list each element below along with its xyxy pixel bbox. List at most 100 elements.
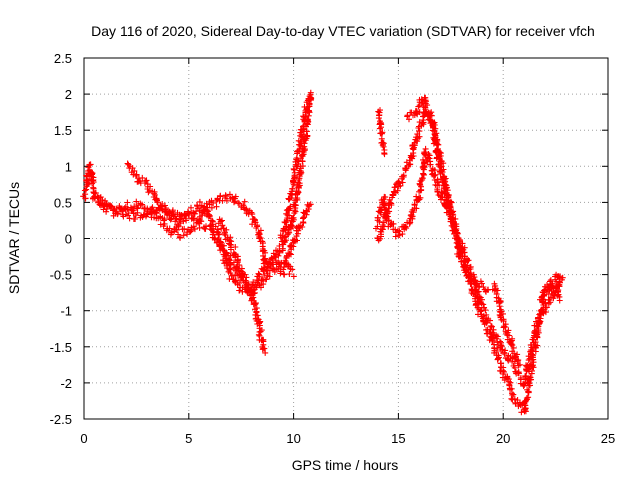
data-point <box>249 211 256 218</box>
data-point <box>511 395 518 402</box>
data-point <box>468 278 474 285</box>
data-point <box>153 196 160 203</box>
data-point <box>539 293 546 300</box>
data-point <box>520 381 526 388</box>
data-point <box>131 167 138 174</box>
data-point <box>108 203 115 210</box>
data-point <box>282 226 289 233</box>
data-point <box>529 347 536 354</box>
data-points <box>80 89 566 416</box>
data-point <box>419 120 426 127</box>
data-point <box>161 220 168 227</box>
data-point <box>289 185 296 192</box>
data-point <box>130 207 137 213</box>
data-point <box>404 112 411 119</box>
data-point <box>445 200 452 207</box>
data-point <box>280 271 287 278</box>
data-point <box>248 291 255 298</box>
data-point <box>509 390 515 397</box>
data-point <box>493 335 500 342</box>
data-point <box>232 277 239 284</box>
data-point <box>207 226 214 233</box>
data-point <box>228 242 235 248</box>
y-tick-label: 1.5 <box>54 123 72 138</box>
data-point <box>406 116 412 123</box>
data-point <box>291 210 298 217</box>
x-tick-label: 25 <box>601 431 615 446</box>
data-point <box>468 290 475 296</box>
data-point <box>521 382 528 388</box>
data-point <box>185 211 192 218</box>
data-point <box>440 179 447 186</box>
data-point <box>381 223 388 230</box>
data-point <box>439 169 446 176</box>
data-point <box>399 231 406 238</box>
data-point <box>496 303 503 310</box>
data-point <box>262 249 269 256</box>
data-point <box>496 311 503 318</box>
data-point <box>394 187 401 194</box>
data-point <box>448 222 455 229</box>
data-point <box>381 151 388 158</box>
data-point <box>515 369 522 375</box>
data-point <box>493 291 500 298</box>
data-point <box>191 226 198 233</box>
y-tick-label: -2.5 <box>50 412 72 427</box>
data-point <box>300 214 307 221</box>
data-point <box>443 196 450 203</box>
data-point <box>304 208 310 215</box>
data-point <box>525 394 532 401</box>
data-point <box>456 247 463 254</box>
data-point <box>266 259 272 266</box>
data-point <box>431 172 438 179</box>
data-point <box>377 209 384 216</box>
data-point <box>289 215 296 222</box>
data-point <box>299 224 306 230</box>
data-point <box>222 192 229 199</box>
data-point <box>511 350 518 357</box>
data-point <box>391 184 398 191</box>
data-point <box>500 318 507 325</box>
data-point <box>498 343 505 350</box>
data-point <box>298 126 305 133</box>
data-point <box>461 257 468 264</box>
data-point <box>285 250 292 257</box>
data-point <box>301 143 308 150</box>
data-point <box>124 199 131 206</box>
data-point <box>219 222 226 229</box>
data-point <box>112 210 119 217</box>
data-point <box>473 291 479 298</box>
data-point <box>208 204 215 211</box>
data-point <box>160 217 167 224</box>
y-tick-label: 2 <box>65 87 72 102</box>
data-point <box>306 202 313 209</box>
data-point <box>133 198 140 205</box>
y-tick-label: -1 <box>60 304 72 319</box>
data-point <box>223 197 230 204</box>
data-point <box>491 286 498 293</box>
data-point <box>379 130 385 137</box>
data-point <box>133 204 140 211</box>
data-point <box>232 271 239 278</box>
data-point <box>465 257 472 264</box>
x-axis-label: GPS time / hours <box>292 457 399 473</box>
data-point <box>196 216 203 223</box>
data-point <box>177 234 184 241</box>
data-point <box>173 227 180 233</box>
data-point <box>409 213 416 220</box>
data-point <box>474 304 481 311</box>
data-point <box>396 180 403 187</box>
data-point <box>283 253 290 260</box>
data-point <box>396 232 403 238</box>
data-point <box>95 199 102 206</box>
data-point <box>538 307 545 313</box>
data-point <box>256 322 263 329</box>
data-point <box>416 109 423 116</box>
data-point <box>547 294 554 301</box>
data-point <box>417 187 424 194</box>
data-point <box>454 243 461 250</box>
data-point <box>480 301 487 308</box>
data-point <box>223 226 230 233</box>
x-tick-label: 15 <box>391 431 405 446</box>
data-point <box>417 194 424 201</box>
